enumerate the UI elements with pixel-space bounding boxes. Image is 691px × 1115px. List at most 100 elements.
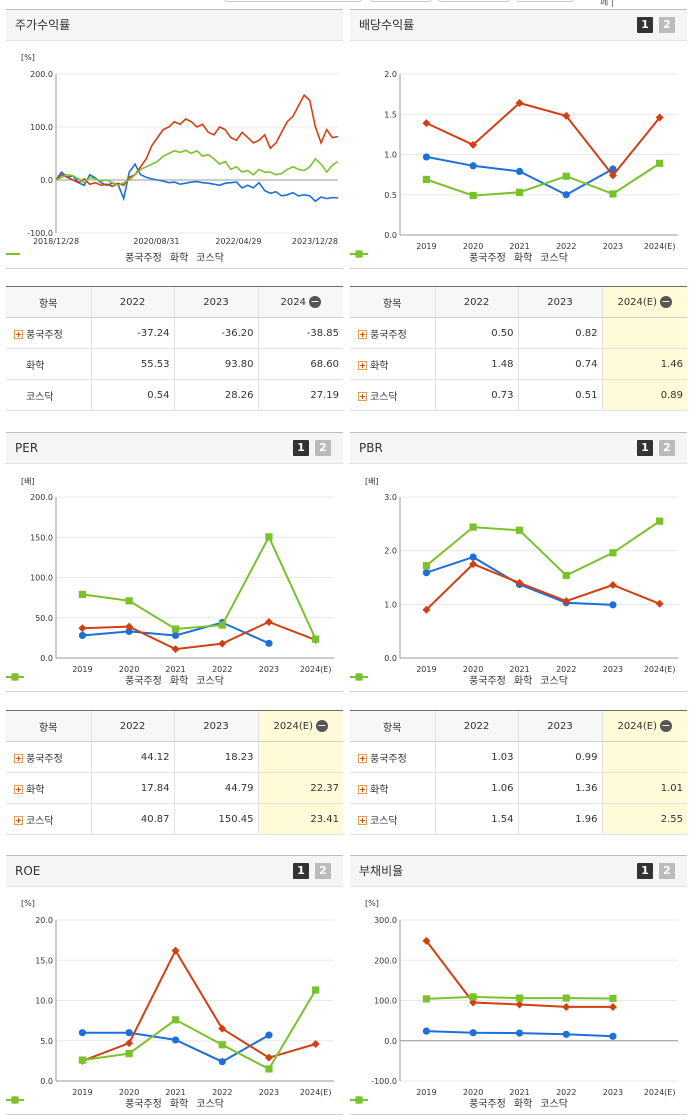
series-line [82, 948, 316, 1062]
chart-debt: [%] 300.0 200.0 100.0 0.0 -100.0 2019 2020 2021… [350, 887, 687, 1115]
series-line [425, 101, 661, 178]
data-point [469, 998, 478, 1007]
top-control-3[interactable] [438, 0, 510, 2]
legend-label: 코스닥 [196, 1099, 224, 1110]
row-label[interactable]: + 코스닥 [350, 379, 435, 411]
row-label[interactable]: + 풍국주정 [6, 741, 91, 773]
expand-icon[interactable]: + [358, 330, 367, 339]
legend-item: 풍국주정 [350, 249, 506, 264]
view-2-button[interactable]: 2 [659, 863, 675, 879]
series-blue [422, 153, 617, 199]
view-1-button[interactable]: 1 [293, 863, 309, 879]
table-cell: 150.45 [173, 803, 258, 835]
legend-label: 코스닥 [196, 253, 224, 264]
data-point [655, 599, 664, 608]
top-control-2[interactable] [370, 0, 432, 2]
panel-title: 부채비율 [350, 855, 687, 887]
table-per: 항목 2022 2023 2024(E) − + 풍국주정 44.12 18.23 + 화학 17.8… [6, 710, 343, 835]
legend-label: 코스닥 [540, 253, 568, 264]
expand-icon[interactable]: + [358, 392, 367, 401]
x-tick-label: 2024(E) [644, 665, 676, 674]
x-tick-label: 2019 [416, 242, 436, 251]
row-label[interactable]: + 코스닥 [350, 803, 435, 835]
data-point [78, 1029, 87, 1037]
expand-icon[interactable]: + [358, 816, 367, 825]
legend-item: 화학 [350, 1095, 532, 1110]
table-cell: 1.03 [434, 741, 518, 773]
table-cell: 23.41 [257, 803, 343, 835]
row-label[interactable]: + 풍국주정 [350, 741, 435, 773]
view-2-button[interactable]: 2 [315, 440, 331, 456]
legend-swatch [6, 253, 20, 255]
expand-icon[interactable]: + [358, 785, 367, 794]
table-cell: 68.60 [257, 348, 343, 380]
expand-icon[interactable]: + [358, 754, 367, 763]
chart-dividend: 2.0 1.5 1.0 0.5 0.0 2019 2020 2021 2022 2023 2024(… [350, 41, 687, 269]
row-label[interactable]: + 풍국주정 [6, 317, 91, 349]
view-1-button[interactable]: 1 [293, 440, 309, 456]
row-label: 화학 [6, 348, 91, 380]
table-cell: 18.23 [173, 741, 258, 773]
panel-title: PER [6, 432, 343, 464]
row-label[interactable]: + 풍국주정 [350, 317, 435, 349]
x-tick-label: 2019 [416, 1088, 436, 1097]
x-tick-label: 2021 [165, 1088, 185, 1097]
y-tick-label: 20.0 [35, 916, 53, 925]
pbr-svg: 3.0 2.0 1.0 0.0 2019 2020 2021 2022 2023 2024(E) [384, 493, 678, 674]
data-point [422, 605, 431, 614]
x-tick-label: 2022 [212, 665, 232, 674]
column-header: 2024(E) − [257, 710, 343, 742]
view-1-button[interactable]: 1 [637, 17, 653, 33]
legend-marker [355, 673, 363, 681]
expand-icon[interactable]: + [358, 361, 367, 370]
series-line [82, 620, 317, 651]
data-point [469, 553, 477, 561]
legend-item: 화학 [6, 1095, 188, 1110]
legend-marker [11, 673, 19, 681]
series-red [422, 936, 617, 1011]
per-svg: 200.0 150.0 100.0 50.0 0.0 2019 2020 2021 2022 20… [30, 493, 334, 674]
collapse-icon[interactable]: − [308, 295, 321, 308]
table-row: + 화학 1.48 0.74 1.46 [350, 348, 687, 380]
view-2-button[interactable]: 2 [315, 863, 331, 879]
data-point [218, 1024, 227, 1033]
table-stock-return: 항목 2022 2023 2024− + 풍국주정 -37.24 -36.20 -38.85 화학… [6, 286, 343, 411]
data-point [78, 1056, 87, 1064]
row-label[interactable]: + 화학 [6, 772, 91, 804]
collapse-icon[interactable]: − [316, 719, 329, 732]
x-tick-label: 2021 [509, 242, 529, 251]
expand-icon[interactable]: + [14, 330, 23, 339]
x-tick-label: 2020 [463, 242, 483, 251]
data-point [218, 1058, 226, 1066]
panel-title: ROE [6, 855, 343, 887]
table-row: + 풍국주정 44.12 18.23 [6, 741, 343, 773]
row-label[interactable]: + 화학 [350, 348, 435, 380]
table-cell: 0.54 [90, 379, 174, 411]
top-control-4[interactable] [516, 0, 574, 2]
view-1-button[interactable]: 1 [637, 863, 653, 879]
collapse-icon[interactable]: − [660, 719, 673, 732]
data-point [171, 946, 180, 955]
expand-icon[interactable]: + [14, 785, 23, 794]
view-2-button[interactable]: 2 [659, 440, 675, 456]
y-tick-label: 10.0 [35, 997, 53, 1006]
table-cell: 0.73 [434, 379, 518, 411]
data-point [218, 621, 226, 629]
data-point [515, 1029, 524, 1037]
view-1-button[interactable]: 1 [637, 440, 653, 456]
x-tick-label: 2022 [556, 665, 576, 674]
collapse-icon[interactable]: − [660, 295, 673, 308]
legend: 풍국주정 화학 코스닥 [6, 1095, 343, 1110]
table-cell: 1.36 [517, 772, 602, 804]
view-2-button[interactable]: 2 [659, 17, 675, 33]
top-control-1[interactable] [224, 0, 362, 2]
expand-icon[interactable]: + [14, 816, 23, 825]
expand-icon[interactable]: + [14, 754, 23, 763]
legend-label: 화학 [169, 676, 189, 687]
series-line-red [55, 93, 339, 188]
y-unit-label: [배] [365, 477, 379, 486]
column-header: 2022 [434, 710, 518, 742]
row-label[interactable]: + 화학 [350, 772, 435, 804]
data-point [265, 1065, 273, 1073]
row-label[interactable]: + 코스닥 [6, 803, 91, 835]
